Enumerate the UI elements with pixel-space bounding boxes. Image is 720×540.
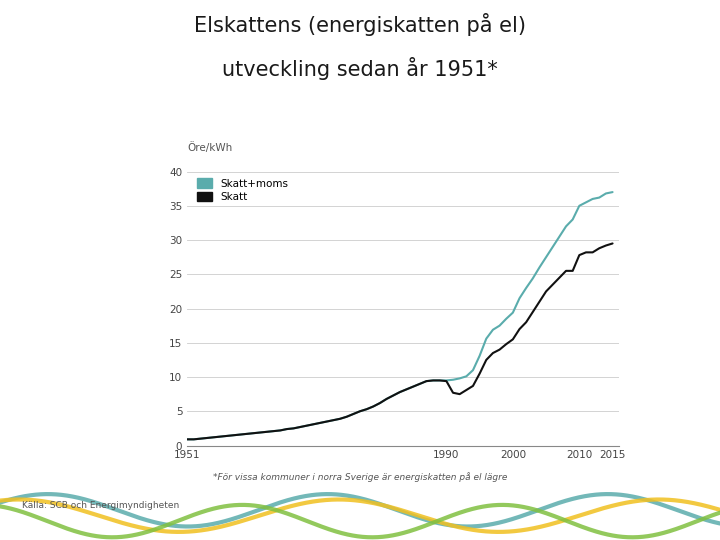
Legend: Skatt+moms, Skatt: Skatt+moms, Skatt [197,178,289,202]
Text: utveckling sedan år 1951*: utveckling sedan år 1951* [222,57,498,80]
Text: Öre/kWh: Öre/kWh [187,143,233,153]
Text: Källa: SCB och Energimyndigheten: Källa: SCB och Energimyndigheten [22,501,179,510]
Text: *För vissa kommuner i norra Sverige är energiskatten på el lägre: *För vissa kommuner i norra Sverige är e… [213,472,507,482]
Text: Elskattens (energiskatten på el): Elskattens (energiskatten på el) [194,14,526,37]
